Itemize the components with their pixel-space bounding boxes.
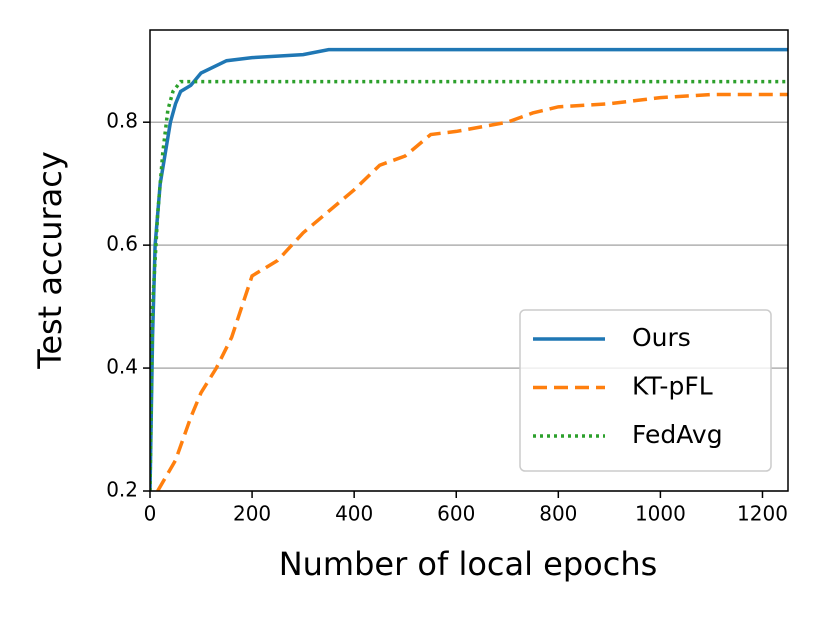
- legend-label: FedAvg: [632, 420, 723, 449]
- x-tick-label: 1200: [737, 502, 788, 526]
- y-tick-label: 0.4: [106, 355, 138, 379]
- plot-frame: [149, 29, 789, 492]
- x-tick-label: 1000: [635, 502, 686, 526]
- y-axis-label: Test accuracy: [31, 151, 69, 370]
- legend-label: Ours: [632, 323, 691, 352]
- x-tick-label: 400: [335, 502, 373, 526]
- y-tick-label: 0.6: [106, 232, 138, 256]
- x-axis-label: Number of local epochs: [279, 545, 658, 583]
- x-tick-label: 0: [144, 502, 157, 526]
- x-tick-label: 800: [539, 502, 577, 526]
- legend-label: KT-pFL: [632, 372, 713, 401]
- x-tick-label: 200: [233, 502, 271, 526]
- line: [156, 92, 788, 491]
- y-tick-label: 0.2: [106, 478, 138, 502]
- x-tick-label: 600: [437, 502, 475, 526]
- plot-lines: [150, 47, 788, 491]
- y-tick-label: 0.8: [106, 109, 138, 133]
- legend-box: [519, 309, 772, 472]
